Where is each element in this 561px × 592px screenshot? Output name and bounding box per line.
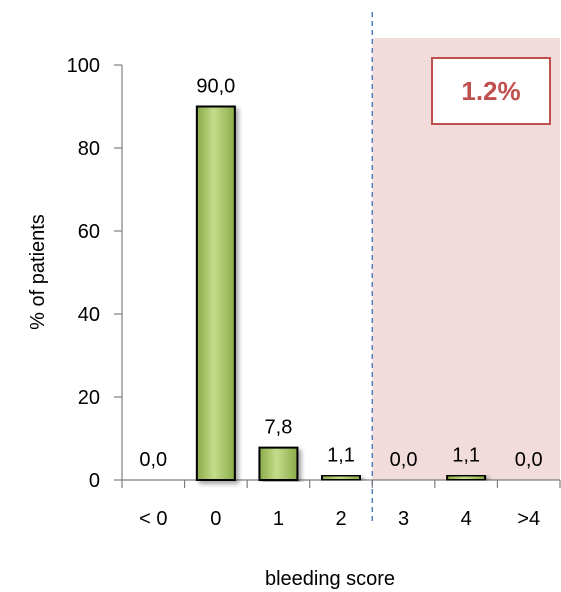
x-tick-label: 3 (398, 508, 409, 530)
x-tick-label: 0 (210, 508, 221, 530)
x-axis-title: bleeding score (265, 568, 395, 590)
data-label: 0,0 (139, 449, 167, 471)
bar (258, 446, 299, 482)
y-tick-label: 40 (78, 304, 100, 326)
data-label: 1,1 (327, 444, 355, 466)
x-tick-label: 1 (273, 508, 284, 530)
x-tick-label: 4 (461, 508, 472, 530)
data-label: 7,8 (265, 417, 293, 439)
data-label: 1,1 (452, 444, 480, 466)
y-axis-title: % of patients (27, 214, 49, 330)
x-tick-label: < 0 (139, 508, 167, 530)
callout-label: 1.2% (461, 76, 520, 106)
callout-box (431, 57, 551, 125)
y-tick-label: 100 (67, 55, 100, 77)
bar (321, 474, 361, 481)
data-label: 90,0 (196, 76, 235, 98)
y-tick-label: 80 (78, 138, 100, 160)
y-tick-label: 20 (78, 387, 100, 409)
x-tick-label: >4 (517, 508, 540, 530)
y-tick-label: 0 (89, 470, 100, 492)
x-tick-label: 2 (335, 508, 346, 530)
y-tick-label: 60 (78, 221, 100, 243)
bar (195, 105, 236, 481)
data-label: 0,0 (515, 449, 543, 471)
bar (446, 474, 487, 481)
data-label: 0,0 (390, 449, 418, 471)
